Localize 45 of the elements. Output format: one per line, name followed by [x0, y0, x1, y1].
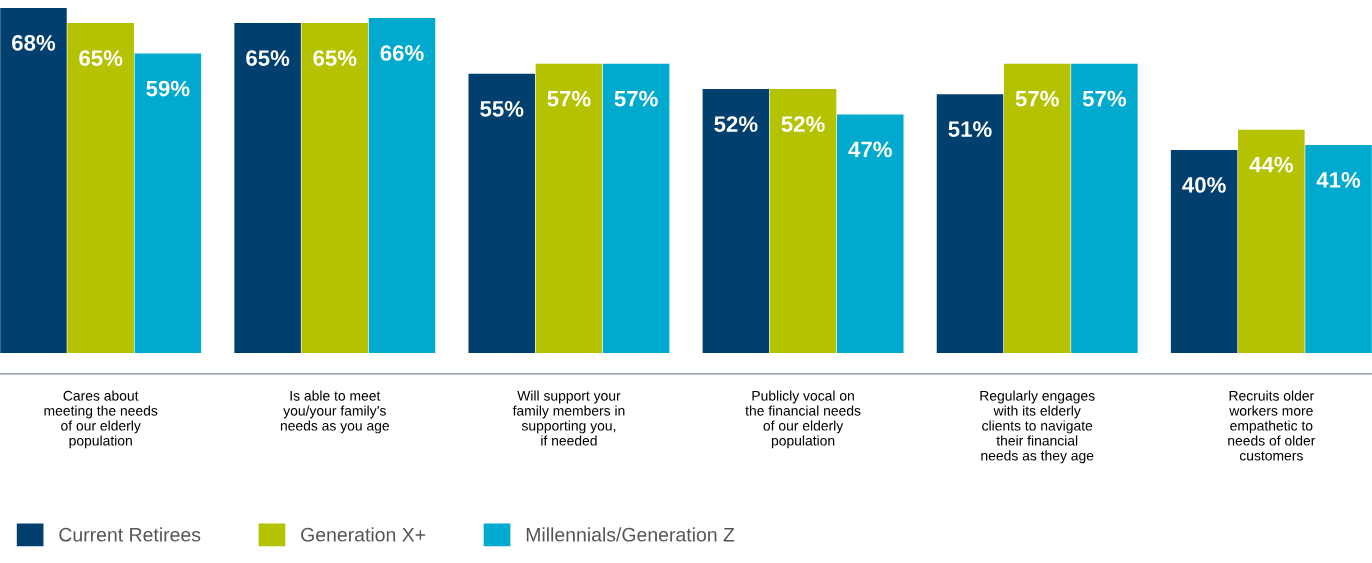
- data-label: 41%: [1316, 172, 1361, 188]
- bar: [769, 89, 837, 353]
- data-label: 65%: [313, 50, 357, 66]
- bar: [1305, 144, 1372, 353]
- legend-label: Generation X+: [301, 527, 426, 542]
- bar: [1170, 149, 1238, 353]
- data-label: 57%: [614, 90, 658, 107]
- data-label: 40%: [1182, 177, 1226, 193]
- x-tick-label: Will support your family members in supporting you, if needed: [512, 390, 625, 446]
- bar: [134, 53, 202, 353]
- bar: [1238, 129, 1305, 353]
- data-label: 57%: [547, 90, 591, 107]
- bar: [837, 114, 904, 353]
- x-tick-label: Cares about meeting the needs of our elderly population: [44, 390, 158, 449]
- bar: [535, 63, 603, 353]
- data-label: 59%: [146, 80, 190, 97]
- x-tick-label: Publicly vocal on the financial needs of our elderly population: [745, 390, 861, 449]
- x-tick-label: Is able to meet you/your family’s needs as you age: [280, 390, 390, 434]
- bar: [0, 7, 67, 353]
- data-label: 51%: [948, 121, 992, 137]
- data-label: 57%: [1082, 90, 1127, 107]
- legend-label: Millennials/Generation Z: [526, 527, 735, 542]
- data-label: 44%: [1249, 156, 1293, 173]
- data-label: 55%: [480, 101, 524, 117]
- bar: [1003, 63, 1071, 353]
- bar: [234, 23, 301, 353]
- bar: [1071, 63, 1138, 353]
- bar: [67, 23, 134, 353]
- bar: [936, 94, 1004, 353]
- bar: [301, 23, 369, 353]
- data-label: 65%: [79, 50, 123, 66]
- x-tick-label: Regularly engages with its elderly clients to navigate their financial needs as they age: [980, 390, 1095, 464]
- data-label: 65%: [246, 50, 290, 66]
- data-label: 66%: [380, 45, 424, 61]
- data-label: 47%: [848, 141, 892, 158]
- bar: [368, 18, 436, 353]
- data-label: 52%: [714, 116, 758, 132]
- data-label: 57%: [1015, 90, 1059, 107]
- data-label: 52%: [781, 116, 825, 132]
- legend-label: Current Retirees: [59, 527, 201, 542]
- x-tick-label: Recruits older workers more empathetic to needs of older customers: [1228, 390, 1316, 461]
- bar: [702, 89, 770, 353]
- data-label: 68%: [12, 34, 56, 51]
- bar: [602, 63, 670, 353]
- bar: [468, 73, 535, 353]
